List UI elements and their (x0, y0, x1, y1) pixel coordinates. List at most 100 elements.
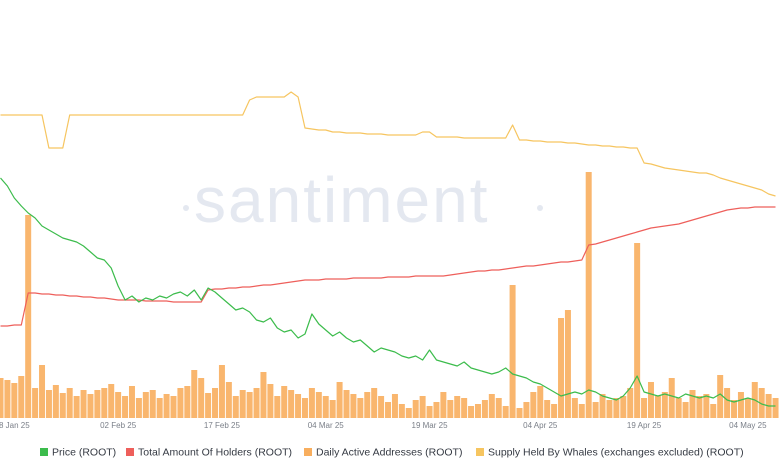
bar (668, 378, 675, 418)
bar (481, 400, 488, 418)
bar (620, 396, 627, 418)
x-tick-label: 19 Mar 25 (412, 421, 449, 430)
bar (32, 388, 39, 418)
bar (184, 386, 191, 418)
x-tick-label: 04 May 25 (729, 421, 767, 430)
bar (212, 388, 219, 418)
bar (675, 398, 682, 418)
bar (170, 396, 177, 418)
bar (218, 365, 225, 418)
bar (385, 402, 392, 418)
bar (447, 400, 454, 418)
bar (11, 383, 18, 418)
bar (613, 398, 620, 418)
bar (571, 398, 578, 418)
bar (0, 378, 4, 418)
bar (412, 400, 419, 418)
legend-item: Price (ROOT) (40, 446, 116, 458)
legend-swatch (126, 448, 134, 456)
x-tick-label: 04 Mar 25 (308, 421, 345, 430)
legend-swatch (40, 448, 48, 456)
bar (191, 370, 198, 418)
x-tick-label: 04 Apr 25 (523, 421, 558, 430)
bar (426, 406, 433, 418)
legend-item: Supply Held By Whales (exchanges exclude… (476, 446, 744, 458)
bar (516, 408, 523, 418)
legend-item: Total Amount Of Holders (ROOT) (126, 446, 292, 458)
bar (530, 392, 537, 418)
bar (73, 396, 80, 418)
bar (225, 382, 232, 418)
bar (661, 392, 668, 418)
bar (329, 400, 336, 418)
bar (689, 390, 696, 418)
bar (350, 394, 357, 418)
bar (433, 402, 440, 418)
bar (52, 385, 59, 418)
bar (488, 394, 495, 418)
bar (274, 396, 281, 418)
bar (357, 398, 364, 418)
bar (544, 400, 551, 418)
line-series (0, 91, 776, 197)
bar (744, 398, 751, 418)
bar (551, 404, 558, 418)
bar (724, 388, 731, 418)
bar (267, 384, 274, 418)
bar (128, 386, 135, 418)
bar (468, 406, 475, 418)
bar (717, 375, 724, 418)
bar (523, 402, 530, 418)
bar (308, 388, 315, 418)
line-series (0, 177, 776, 407)
bar-series (0, 172, 779, 418)
bar (592, 402, 599, 418)
bar (18, 376, 25, 418)
bar (115, 392, 122, 418)
bar (59, 393, 66, 418)
bar (135, 398, 142, 418)
bar (281, 386, 288, 418)
bar (391, 394, 398, 418)
legend-label: Daily Active Addresses (ROOT) (316, 446, 462, 458)
x-tick-label: 8 Jan 25 (0, 421, 30, 430)
bar (696, 396, 703, 418)
bar (378, 396, 385, 418)
bar (101, 388, 108, 418)
bar (758, 388, 765, 418)
watermark-dot (537, 205, 543, 211)
x-tick-label: 02 Feb 25 (100, 421, 137, 430)
legend-label: Total Amount Of Holders (ROOT) (138, 446, 292, 458)
bar (440, 392, 447, 418)
bar (39, 365, 46, 418)
bar (260, 372, 267, 418)
bar (87, 394, 94, 418)
legend-label: Supply Held By Whales (exchanges exclude… (488, 446, 744, 458)
bar (80, 390, 87, 418)
watermark-text: santiment (194, 164, 489, 236)
bar (239, 390, 246, 418)
bar (654, 396, 661, 418)
bar (641, 398, 648, 418)
legend-swatch (476, 448, 484, 456)
bar (682, 402, 689, 418)
bar (315, 392, 322, 418)
bar (371, 388, 378, 418)
bar (232, 396, 239, 418)
bar (627, 388, 634, 418)
bar (599, 394, 606, 418)
bar (405, 408, 412, 418)
line-series (0, 206, 776, 327)
legend-item: Daily Active Addresses (ROOT) (304, 446, 462, 458)
bar (336, 382, 343, 418)
bar (156, 398, 163, 418)
bar (461, 398, 468, 418)
watermark: santiment (183, 164, 543, 236)
watermark-dot (183, 205, 189, 211)
bar (537, 386, 544, 418)
bar (149, 390, 156, 418)
bar (198, 378, 205, 418)
bar (474, 404, 481, 418)
bar (564, 310, 571, 418)
